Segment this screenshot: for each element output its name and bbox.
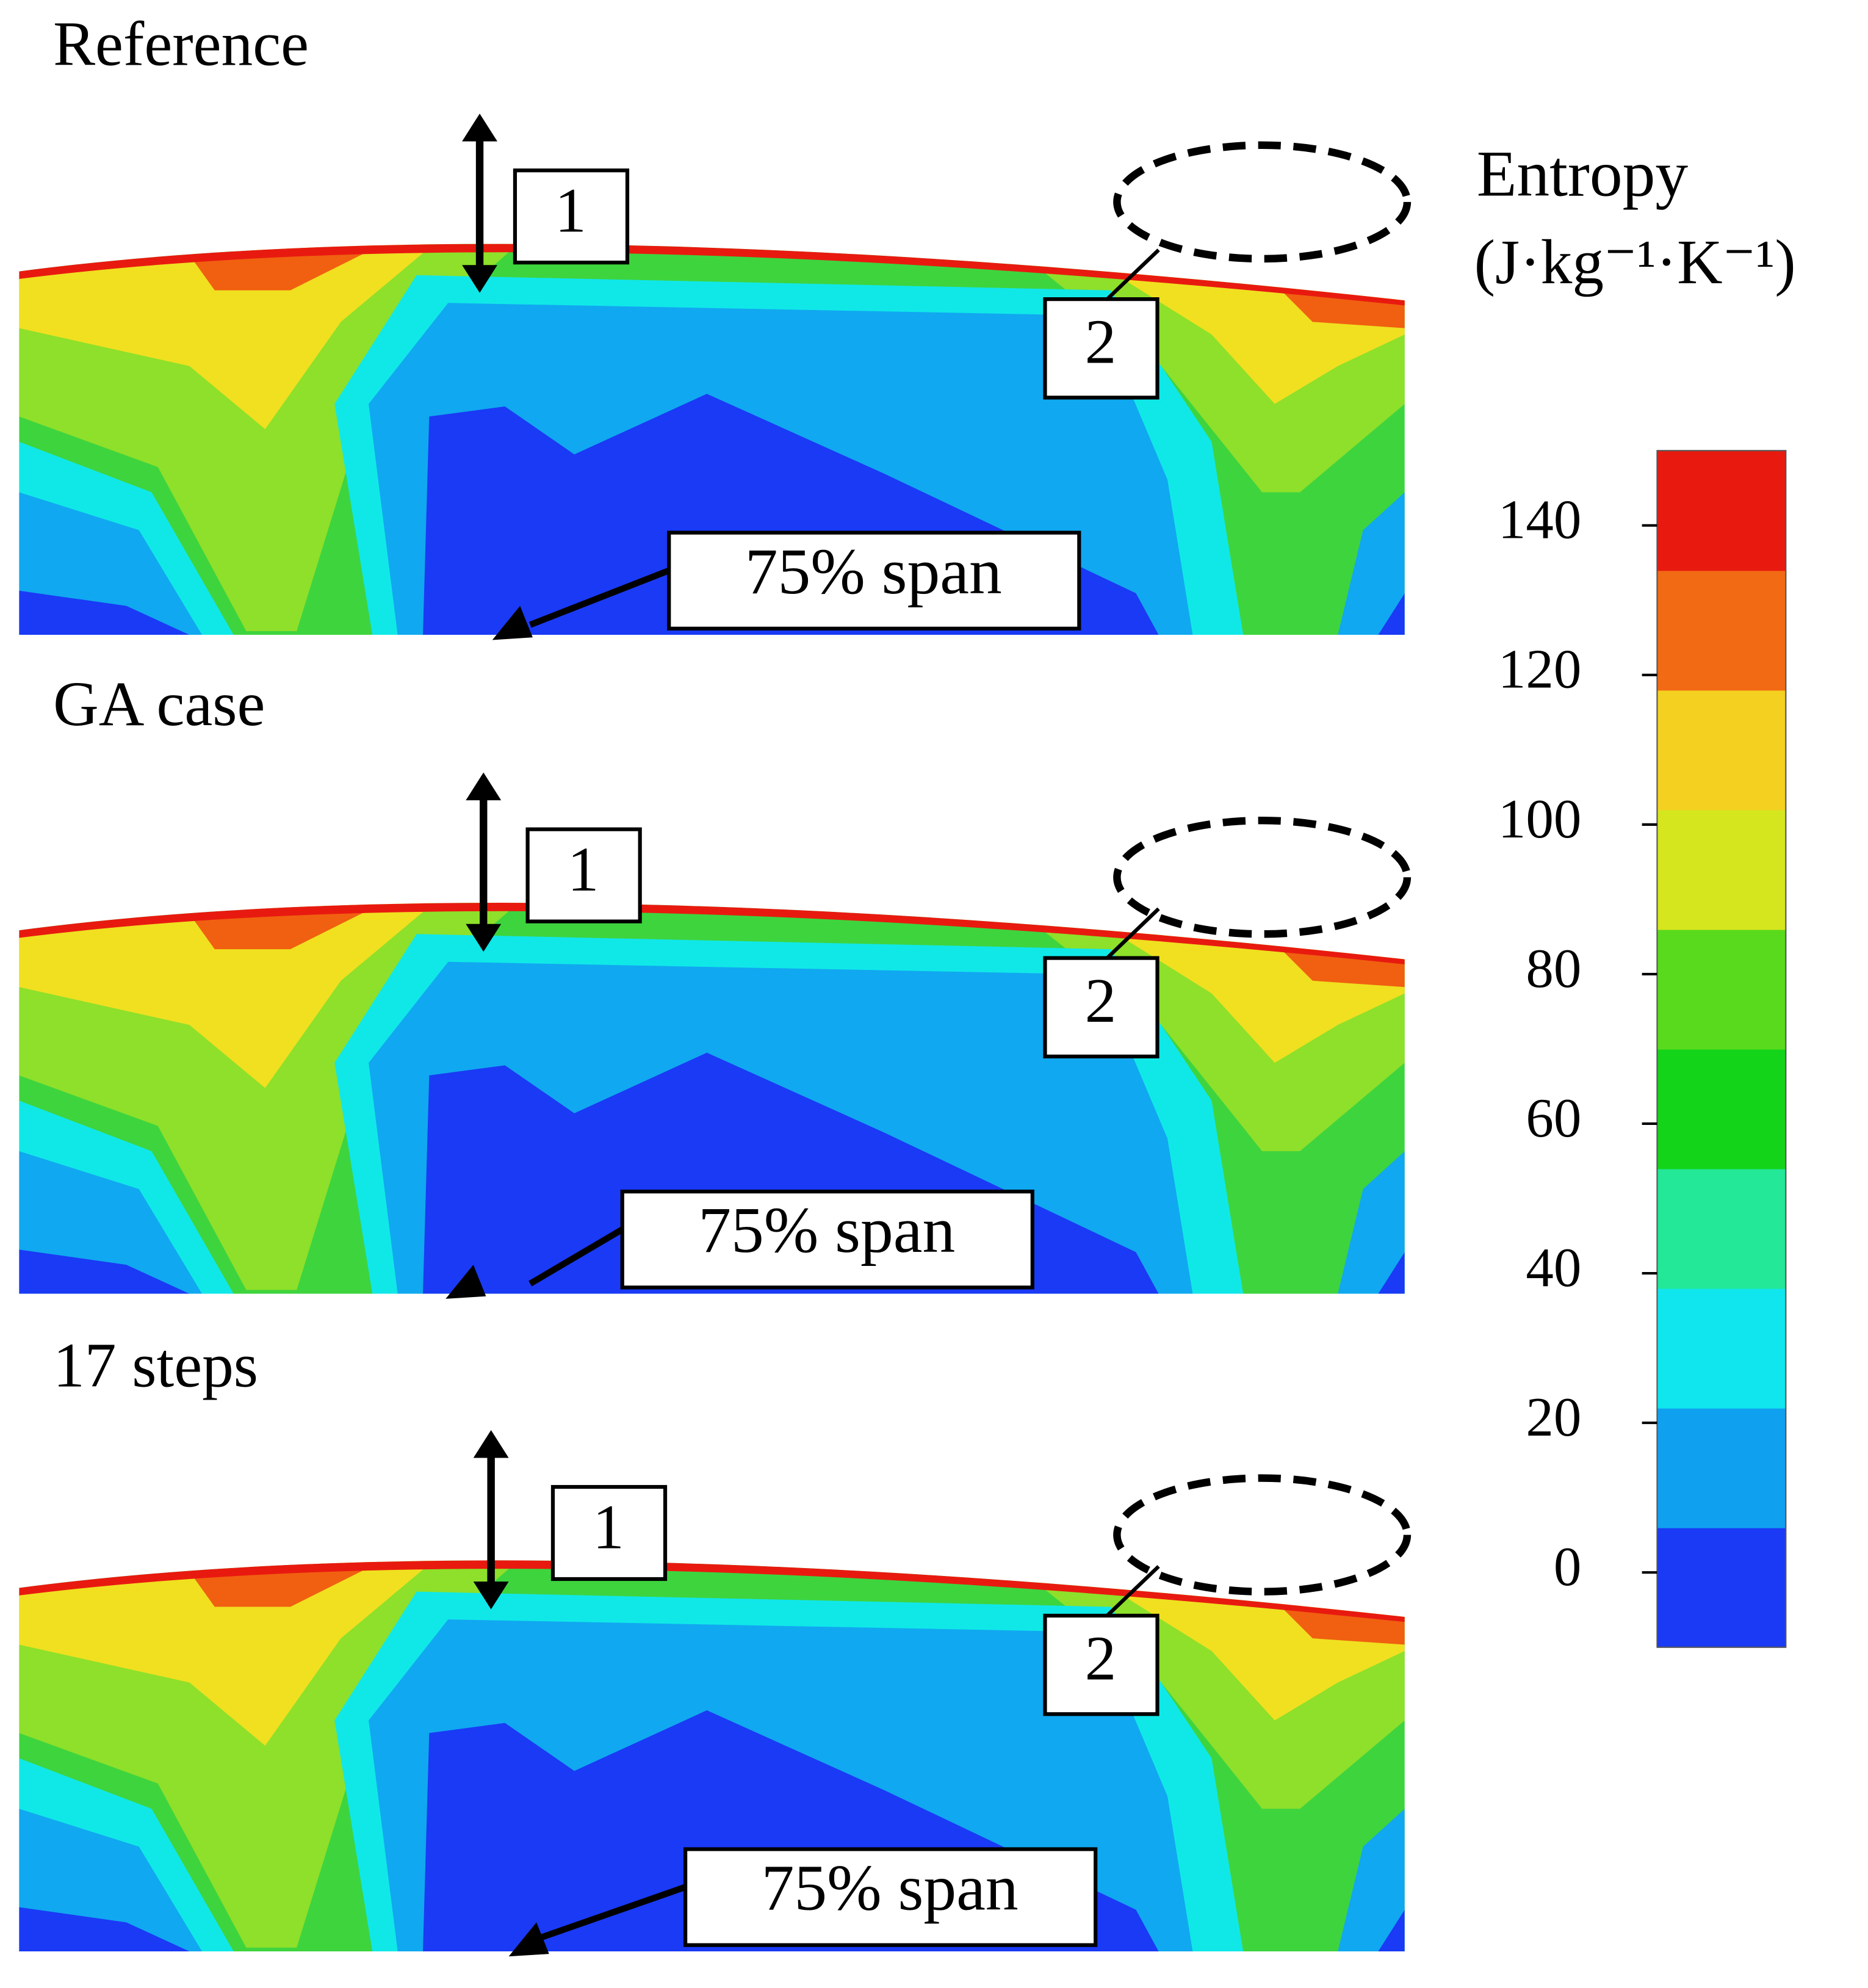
label-box (620, 1190, 1034, 1290)
label-box (1043, 297, 1159, 400)
colorbar-tick-label: 80 (1526, 938, 1581, 999)
label-box (683, 1847, 1098, 1947)
colorbar-band (1657, 1408, 1786, 1528)
highlight-ellipse (1113, 816, 1412, 938)
colorbar-band (1657, 1288, 1786, 1409)
span-arrow (528, 1226, 624, 1287)
highlight-ellipse (1113, 1474, 1412, 1596)
colorbar-band (1657, 690, 1786, 811)
contour-panel: 1 2 75% span (19, 1430, 1412, 1961)
arrow-head (473, 1430, 509, 1458)
marker-label: 2 (1085, 966, 1117, 1036)
arrow-head (473, 1581, 509, 1610)
leader-line (1099, 248, 1160, 307)
colorbar-tick-label: 120 (1498, 638, 1581, 700)
label-box (667, 530, 1081, 631)
colorbar-band (1657, 1527, 1786, 1648)
colorbar-title: Entropy (1477, 137, 1689, 210)
colorbar-tick-label: 60 (1526, 1087, 1581, 1149)
colorbar-tick-label: 20 (1526, 1386, 1581, 1448)
colorbar-band (1657, 1049, 1786, 1169)
span-label: 75% span (745, 535, 1002, 608)
colorbar-tick-label: 40 (1526, 1237, 1581, 1298)
panel-title: 17 steps (53, 1331, 258, 1401)
arrow-head (508, 1922, 549, 1957)
arrow-head (466, 772, 502, 801)
span-arrow (528, 567, 671, 628)
label-box (550, 1484, 668, 1581)
label-box (525, 827, 642, 924)
colorbar-band (1657, 450, 1786, 571)
arrow-head (492, 605, 533, 640)
colorbar-band (1657, 1168, 1786, 1289)
leader-line (1099, 1565, 1160, 1624)
span-arrow (529, 1884, 687, 1945)
colorbar-frame (1656, 450, 1787, 1648)
arrow-head (466, 924, 502, 952)
marker-label: 2 (1085, 1624, 1117, 1693)
panel-title: GA case (53, 670, 265, 739)
colorbar-band (1657, 570, 1786, 691)
colorbar-tick-label: 100 (1498, 788, 1581, 850)
arrow-head (462, 114, 497, 142)
marker-label: 1 (568, 835, 599, 905)
panel-title: Reference (53, 9, 309, 79)
label-box (513, 168, 630, 265)
colorbar-tick-label: 140 (1498, 489, 1581, 551)
span-label: 75% span (698, 1194, 955, 1267)
colorbar-unit: (J·kg⁻¹·K⁻¹) (1474, 228, 1796, 297)
colorbar-tick-label: 0 (1554, 1536, 1581, 1597)
contour-panel: 1 2 75% span (19, 114, 1412, 644)
arrow-head (462, 265, 497, 293)
label-box (1043, 956, 1159, 1058)
marker-label: 1 (593, 1492, 624, 1562)
colorbar-band (1657, 929, 1786, 1050)
arrow-head (445, 1265, 486, 1299)
marker-label: 2 (1085, 307, 1117, 377)
colorbar-band (1657, 809, 1786, 930)
highlight-ellipse (1113, 141, 1412, 263)
span-label: 75% span (762, 1852, 1019, 1925)
leader-line (1099, 907, 1160, 966)
marker-label: 1 (555, 176, 586, 245)
label-box (1043, 1613, 1159, 1716)
contour-panel: 1 2 75% span (19, 772, 1412, 1303)
